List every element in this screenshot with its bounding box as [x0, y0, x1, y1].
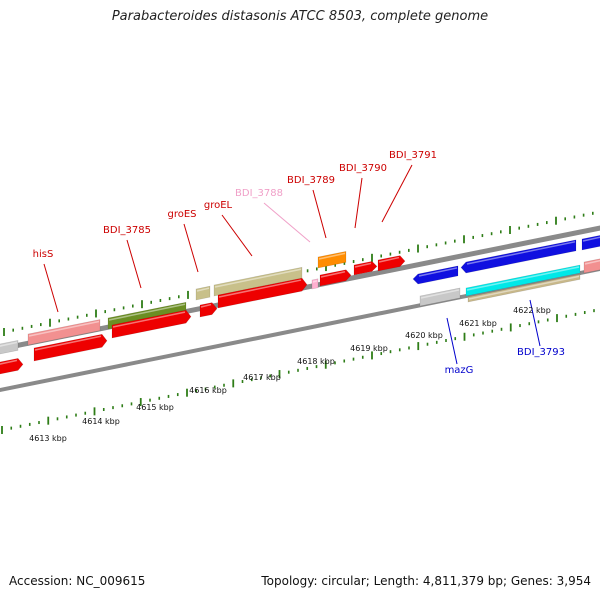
gene-label-BDI_3793: BDI_3793	[517, 347, 565, 358]
gene-red-3790	[353, 261, 378, 276]
gene-red-2	[33, 333, 108, 362]
kbp-label: 4621 kbp	[459, 319, 497, 328]
gene-red-groEL	[217, 277, 308, 309]
callout-line-BDI_3789	[312, 189, 327, 239]
gene-BDI_3788-highlight	[312, 280, 318, 283]
gene-BDI_3789-box-highlight	[318, 252, 346, 260]
gene-cyan-highlight	[466, 266, 580, 291]
gene-label-BDI_3785: BDI_3785	[103, 225, 151, 236]
callout-line-mazG	[446, 317, 458, 365]
callout-line-groES	[183, 223, 199, 273]
gene-label-BDI_3788: BDI_3788	[235, 188, 283, 199]
kbp-label: 4616 kbp	[189, 386, 227, 395]
gene-label-mazG: mazG	[445, 365, 474, 376]
gene-blue-1	[412, 265, 459, 285]
gene-groEL-highlight	[214, 268, 302, 288]
kbp-label: 4618 kbp	[297, 357, 335, 366]
gene-red-groEL-highlight	[218, 279, 302, 298]
kbp-label: 4619 kbp	[350, 344, 388, 353]
gene-BDI_3789-box	[317, 250, 347, 269]
callout-line-BDI_3791	[381, 164, 413, 223]
gene-blue-2-highlight	[466, 241, 576, 265]
gene-red-3789-highlight	[320, 271, 346, 278]
callout-line-BDI_3788	[263, 202, 311, 243]
gene-groES-box-highlight	[196, 287, 210, 292]
kbp-label: 4617 kbp	[243, 373, 281, 382]
gene-red-3-highlight	[112, 311, 186, 328]
gene-groES-box	[195, 285, 211, 301]
gene-BDI_3793-highlight	[468, 275, 580, 300]
gene-label-groES: groES	[167, 209, 196, 220]
gene-label-groEL: groEL	[204, 200, 233, 211]
gene-label-hisS: hisS	[33, 249, 54, 260]
gene-label-BDI_3791: BDI_3791	[389, 150, 437, 161]
gene-hisS	[27, 319, 101, 346]
kbp-label: 4622 kbp	[513, 306, 551, 315]
callout-line-hisS	[43, 263, 59, 313]
gene-blue-1-highlight	[418, 267, 458, 277]
gene-features	[0, 235, 600, 375]
gene-red-3	[111, 309, 192, 339]
kbp-label: 4615 kbp	[136, 403, 174, 412]
gene-grey-upper-left	[0, 339, 19, 355]
callout-line-groEL	[221, 214, 253, 257]
gene-red-3790-highlight	[354, 262, 372, 268]
gene-blue-2	[460, 239, 577, 274]
backbone-line-lower	[0, 266, 600, 393]
gene-red-2-highlight	[34, 335, 102, 351]
gene-red-groES-highlight	[200, 303, 212, 308]
genome-backbone	[0, 225, 600, 393]
gene-mazG	[419, 287, 461, 307]
gene-pink-right-highlight	[584, 259, 600, 265]
gene-blue-3	[581, 235, 600, 251]
gene-label-BDI_3790: BDI_3790	[339, 163, 387, 174]
kbp-label: 4614 kbp	[82, 417, 120, 426]
callout-line-BDI_3790	[354, 177, 363, 229]
gene-grey-upper-left-highlight	[0, 341, 18, 347]
gene-red-3791-highlight	[378, 256, 400, 263]
kbp-labels: 4613 kbp 4614 kbp 4615 kbp 4616 kbp 4617 kbp…	[29, 306, 551, 443]
kbp-label: 4613 kbp	[29, 434, 67, 443]
gene-label-BDI_3789: BDI_3789	[287, 175, 335, 186]
gene-BDI_3788	[311, 278, 319, 290]
gene-mazG-highlight	[420, 289, 460, 299]
callout-line-BDI_3793	[529, 299, 541, 347]
gene-cyan	[465, 264, 581, 297]
gene-hisS-highlight	[28, 320, 100, 337]
gene-BDI_3785-highlight	[108, 303, 186, 321]
kbp-label: 4620 kbp	[405, 331, 443, 340]
gene-red-3789	[319, 269, 352, 287]
gene-pink-right	[583, 258, 600, 274]
callout-line-BDI_3785	[126, 239, 142, 289]
gene-red-3791	[377, 255, 406, 272]
accession-label: Accession: NC_009615	[9, 574, 146, 588]
gene-red-lower-left-highlight	[0, 359, 18, 365]
gene-BDI_3793	[467, 274, 581, 303]
gene-red-groES	[199, 302, 218, 318]
genome-summary: Topology: circular; Length: 4,811,379 bp…	[261, 574, 591, 588]
gene-red-lower-left	[0, 358, 24, 375]
page-title: Parabacteroides distasonis ATCC 8503, co…	[111, 9, 489, 24]
